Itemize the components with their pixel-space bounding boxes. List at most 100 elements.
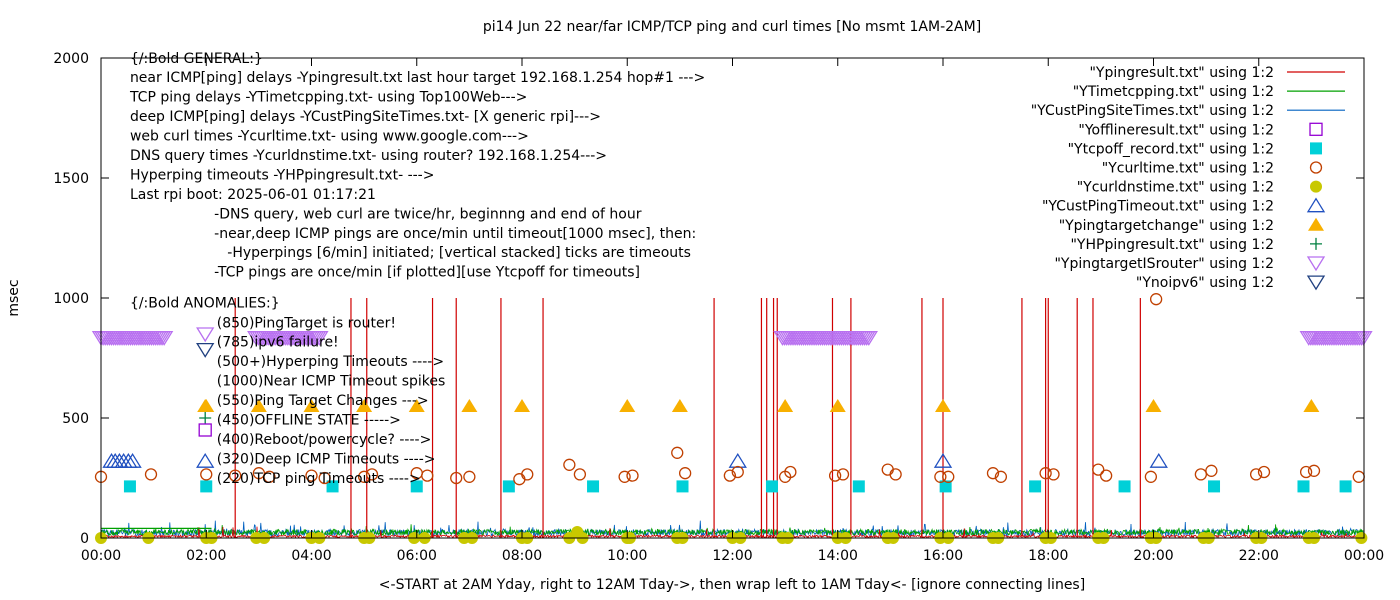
web-curl-time-point bbox=[828, 469, 842, 482]
legend: "Ypingresult.txt" using 1:2 "YTimetcpping… bbox=[1031, 65, 1345, 291]
tcp-ping-timeout-marker bbox=[852, 480, 865, 493]
web-curl-time-point bbox=[521, 468, 534, 481]
web-curl-time-point bbox=[1307, 464, 1321, 477]
x-tick-label: 08:00 bbox=[502, 548, 542, 564]
chart-annotation: (400)Reboot/powercycle? ----> bbox=[217, 432, 432, 448]
chart-annotation: (500+)Hyperping Timeouts ----> bbox=[217, 354, 444, 370]
anomaly-legend-marker bbox=[197, 399, 214, 412]
ping-target-change-marker bbox=[1303, 399, 1320, 412]
x-tick-label: 12:00 bbox=[712, 548, 752, 564]
ping-target-change-marker bbox=[303, 399, 320, 412]
x-tick-label: 22:00 bbox=[1239, 548, 1279, 564]
web-curl-time-point bbox=[252, 467, 266, 480]
series-points bbox=[91, 293, 1373, 544]
annotations: {/:Bold GENERAL:} near ICMP[ping] delays … bbox=[129, 51, 705, 487]
chart-annotation: near ICMP[ping] delays -Ypingresult.txt … bbox=[130, 70, 705, 86]
tcp-ping-timeout-marker bbox=[939, 480, 952, 493]
web-curl-time-point bbox=[1257, 465, 1271, 479]
web-curl-time-point bbox=[263, 470, 276, 483]
web-curl-time-point bbox=[942, 470, 955, 483]
legend-entry-label: "YCustPingTimeout.txt" using 1:2 bbox=[1042, 199, 1274, 215]
x-tick-label: 16:00 bbox=[923, 548, 963, 564]
legend-entry-label: "YpingtargetISrouter" using 1:2 bbox=[1054, 256, 1274, 272]
web-curl-time-point bbox=[573, 468, 587, 481]
chart-annotation: deep ICMP[ping] delays -YCustPingSiteTim… bbox=[130, 109, 601, 125]
web-curl-time-point bbox=[450, 471, 463, 485]
web-curl-time-point bbox=[1092, 463, 1105, 476]
tcp-ping-timeout-marker bbox=[676, 480, 689, 493]
chart-annotation: (850)PingTarget is router! bbox=[217, 315, 396, 331]
legend-swatch bbox=[1306, 197, 1326, 213]
web-curl-time-point bbox=[881, 463, 894, 476]
x-tick-label: 04:00 bbox=[291, 548, 331, 564]
x-tick-label: 00:00 bbox=[81, 548, 121, 564]
tcp-ping-timeout-marker bbox=[123, 480, 136, 493]
legend-entry-label: "Yofflineresult.txt" using 1:2 bbox=[1078, 122, 1274, 138]
web-curl-time-point bbox=[357, 470, 371, 483]
web-curl-time-point bbox=[678, 467, 692, 480]
legend-entry-label: "Ypingtargetchange" using 1:2 bbox=[1059, 218, 1274, 234]
ping-target-change-marker bbox=[619, 399, 636, 412]
ping-target-is-router-marker bbox=[310, 330, 329, 346]
chart-annotation: -near,deep ICMP pings are once/min until… bbox=[214, 226, 696, 242]
ping-target-change-marker bbox=[1145, 399, 1162, 412]
legend-swatch bbox=[1309, 122, 1323, 136]
tcp-ping-timeout-marker bbox=[1297, 480, 1310, 493]
legend-entry-label: "Ycurltime.txt" using 1:2 bbox=[1102, 161, 1274, 177]
anomaly-legend-marker bbox=[196, 342, 215, 358]
deep-icmp-timeout-marker bbox=[1149, 452, 1168, 468]
chart-annotation: (450)OFFLINE STATE -----> bbox=[217, 412, 401, 428]
chart-annotation: -TCP pings are once/min [if plotted][use… bbox=[214, 265, 640, 281]
deep-icmp-timeout-marker bbox=[933, 452, 953, 468]
chart-annotation: web curl times -Ycurltime.txt- using www… bbox=[130, 129, 529, 145]
ping-target-change-marker bbox=[777, 399, 794, 412]
y-tick-label: 2000 bbox=[53, 51, 89, 67]
y-axis-label: msec bbox=[6, 279, 22, 316]
chart-annotation: (320)Deep ICMP Timeouts ----> bbox=[217, 451, 436, 467]
web-curl-time-point bbox=[305, 469, 318, 482]
chart-annotation: Hyperping timeouts -YHPpingresult.txt- -… bbox=[130, 167, 435, 183]
web-curl-time-point bbox=[1047, 468, 1060, 481]
x-tick-label: 00:00 bbox=[1344, 548, 1384, 564]
chart-annotation: DNS query times -Ycurldnstime.txt- using… bbox=[130, 148, 607, 164]
ping-target-change-marker bbox=[829, 399, 846, 412]
web-curl-time-point bbox=[723, 469, 737, 482]
web-curl-time-point bbox=[463, 470, 476, 483]
ping-target-change-marker bbox=[671, 399, 688, 412]
x-tick-label: 18:00 bbox=[1028, 548, 1068, 564]
x-tick-label: 10:00 bbox=[607, 548, 647, 564]
chart-annotation: (1000)Near ICMP Timeout spikes bbox=[217, 374, 446, 390]
legend-entry-label: "Ypingresult.txt" using 1:2 bbox=[1089, 65, 1274, 81]
tcp-ping-timeout-marker bbox=[410, 480, 423, 493]
web-curl-time-point bbox=[1249, 468, 1263, 481]
legend-entry-label: "YTimetcpping.txt" using 1:2 bbox=[1073, 84, 1274, 100]
ping-target-change-marker bbox=[461, 399, 478, 412]
chart-annotation: TCP ping delays -YTimetcpping.txt- using… bbox=[129, 90, 527, 106]
web-curl-time-point bbox=[1194, 468, 1208, 481]
chart-annotation: {/:Bold ANOMALIES:} bbox=[130, 296, 280, 312]
series-lines bbox=[100, 298, 1364, 539]
web-curl-time-point bbox=[421, 469, 434, 482]
tcp-ping-timeout-marker bbox=[765, 480, 778, 493]
anomaly-legend-marker bbox=[199, 412, 212, 424]
x-tick-label: 14:00 bbox=[818, 548, 858, 564]
legend-swatch bbox=[1309, 161, 1323, 174]
web-curl-time-point bbox=[1352, 470, 1365, 483]
anomaly-legend-marker bbox=[198, 423, 212, 437]
web-curl-time-point bbox=[626, 469, 639, 482]
web-curl-time-point bbox=[200, 468, 213, 481]
chart-annotation: {/:Bold GENERAL:} bbox=[130, 51, 263, 67]
ping-target-change-marker bbox=[514, 399, 530, 412]
deep-icmp-timeout-marker bbox=[123, 452, 142, 468]
y-tick-label: 0 bbox=[80, 531, 89, 547]
web-curl-time-point bbox=[836, 468, 850, 481]
web-curl-time-point bbox=[934, 470, 947, 483]
web-curl-time-point bbox=[618, 470, 631, 483]
ping-target-is-router-marker bbox=[859, 330, 878, 346]
legend-entry-label: "YCustPingSiteTimes.txt" using 1:2 bbox=[1031, 103, 1274, 119]
x-axis-label: <-START at 2AM Yday, right to 12AM Tday-… bbox=[379, 577, 1085, 593]
deep-icmp-timeout-marker bbox=[728, 452, 747, 468]
web-curl-time-point bbox=[986, 467, 1000, 480]
chart-annotation: -Hyperpings [6/min] initiated; [vertical… bbox=[227, 245, 691, 261]
